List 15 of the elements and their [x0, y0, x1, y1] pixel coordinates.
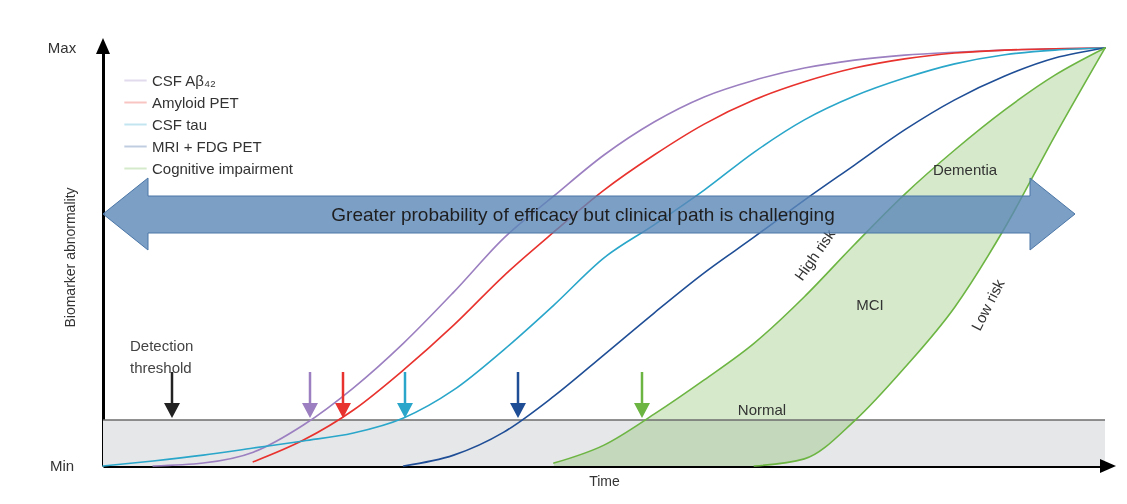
legend-label: Amyloid PET	[152, 93, 239, 111]
legend-label: CSF tau	[152, 115, 208, 133]
annotation: Dementia	[932, 161, 998, 178]
legend-label: CSF Aβ₄₂	[152, 71, 217, 89]
annotation: Normal	[737, 401, 787, 418]
annotation: Low risk	[967, 275, 1008, 334]
x-axis-title: Time	[589, 472, 621, 489]
text: Max	[47, 39, 77, 56]
annotation: MCI	[856, 296, 884, 313]
text: Min	[49, 457, 75, 474]
legend-label: MRI + FDG PET	[152, 137, 262, 155]
legend-label: Cognitive impairment	[152, 159, 294, 177]
annotation: Greater probability of efficacy but clinical path is challenging	[331, 204, 835, 225]
ref-line-label: Detection threshold	[130, 337, 194, 376]
y-axis-title: Biomarker abnormality	[61, 187, 78, 328]
